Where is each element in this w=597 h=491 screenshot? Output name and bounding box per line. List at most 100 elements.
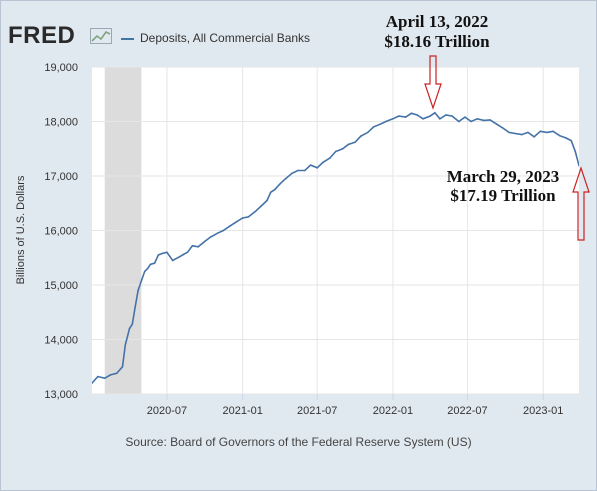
data-point: [574, 150, 577, 153]
data-point: [284, 177, 287, 180]
data-point: [115, 372, 118, 375]
data-point: [146, 267, 149, 270]
data-point: [476, 117, 479, 120]
data-point: [404, 116, 407, 118]
x-tick-label: 2022-01: [373, 405, 413, 417]
data-point: [291, 172, 293, 175]
data-point: [489, 119, 491, 121]
data-point: [457, 120, 460, 123]
data-point: [103, 377, 106, 379]
y-tick-label: 14,000: [44, 335, 78, 347]
data-point: [434, 111, 436, 114]
data-point: [451, 115, 454, 117]
data-point: [234, 221, 237, 224]
x-tick-label: 2021-07: [297, 405, 337, 417]
data-point: [266, 199, 268, 202]
data-point: [558, 134, 561, 137]
y-tick-label: 15,000: [44, 280, 78, 292]
last-value-arrow: [572, 166, 590, 241]
data-point: [379, 123, 381, 126]
data-point: [260, 205, 262, 207]
data-point: [470, 120, 472, 123]
data-point: [329, 157, 331, 159]
data-point: [322, 161, 324, 164]
data-point: [514, 132, 516, 135]
series-line-deposits: [92, 111, 579, 384]
data-point: [520, 133, 523, 136]
data-point: [254, 210, 257, 213]
x-tick-label: 2020-07: [147, 405, 187, 417]
data-point: [269, 191, 272, 194]
data-point: [546, 131, 548, 134]
data-point: [241, 217, 244, 219]
data-point: [552, 130, 554, 133]
annotation-peak-date: April 13, 2022: [386, 12, 488, 31]
data-point: [533, 135, 535, 138]
data-point: [372, 126, 375, 128]
x-tick-label: 2022-07: [447, 405, 487, 417]
legend-swatch: [121, 38, 134, 40]
data-point: [439, 117, 441, 120]
y-axis-label: Billions of U.S. Dollars: [15, 175, 27, 284]
data-point: [171, 259, 174, 262]
data-point: [109, 374, 112, 376]
data-point: [341, 147, 344, 150]
data-point: [392, 117, 394, 120]
data-point: [367, 131, 369, 134]
data-point: [153, 262, 156, 265]
data-point: [347, 143, 350, 146]
annotation-last-value: $17.19 Trillion: [450, 186, 556, 205]
data-point: [137, 289, 139, 292]
data-point: [539, 130, 542, 133]
data-point: [197, 246, 200, 248]
data-point: [570, 139, 572, 142]
data-point: [495, 123, 498, 126]
data-point: [96, 375, 99, 378]
data-point: [247, 216, 250, 218]
data-point: [578, 164, 579, 167]
data-point: [445, 114, 447, 116]
data-point: [360, 135, 362, 138]
data-point: [508, 131, 510, 134]
data-point: [141, 278, 143, 281]
y-tick-label: 13,000: [44, 389, 78, 401]
x-tick-label: 2023-01: [523, 405, 563, 417]
annotation-peak-value: $18.16 Trillion: [384, 32, 490, 51]
x-tick-label: 2021-01: [222, 405, 262, 417]
data-point: [297, 169, 299, 172]
data-point: [128, 327, 131, 330]
data-point: [121, 365, 124, 368]
data-point: [416, 114, 419, 116]
data-point: [429, 115, 431, 117]
data-point: [166, 251, 168, 254]
data-point: [565, 137, 567, 139]
data-point: [422, 117, 424, 120]
data-point: [397, 115, 400, 117]
peak-arrow: [424, 55, 442, 110]
y-tick-label: 19,000: [44, 62, 78, 74]
data-point: [316, 167, 318, 169]
data-point: [334, 150, 337, 153]
data-point: [143, 270, 146, 273]
data-point: [385, 120, 387, 123]
fred-logo: FRED: [8, 22, 76, 49]
data-point: [354, 141, 356, 144]
y-tick-label: 16,000: [44, 226, 78, 238]
data-point: [222, 229, 225, 232]
data-point: [278, 183, 281, 185]
data-point: [527, 131, 529, 134]
fred-graph-icon: [90, 28, 112, 44]
data-point: [203, 240, 206, 243]
data-point: [483, 119, 485, 122]
y-tick-label: 18,000: [44, 117, 78, 129]
y-tick-label: 17,000: [44, 171, 78, 183]
data-point: [410, 112, 413, 115]
data-point: [309, 164, 312, 166]
data-point: [124, 344, 127, 346]
data-point: [178, 255, 181, 258]
data-point: [186, 251, 189, 254]
data-point: [304, 169, 306, 172]
data-point: [161, 252, 164, 255]
data-point: [149, 263, 152, 266]
